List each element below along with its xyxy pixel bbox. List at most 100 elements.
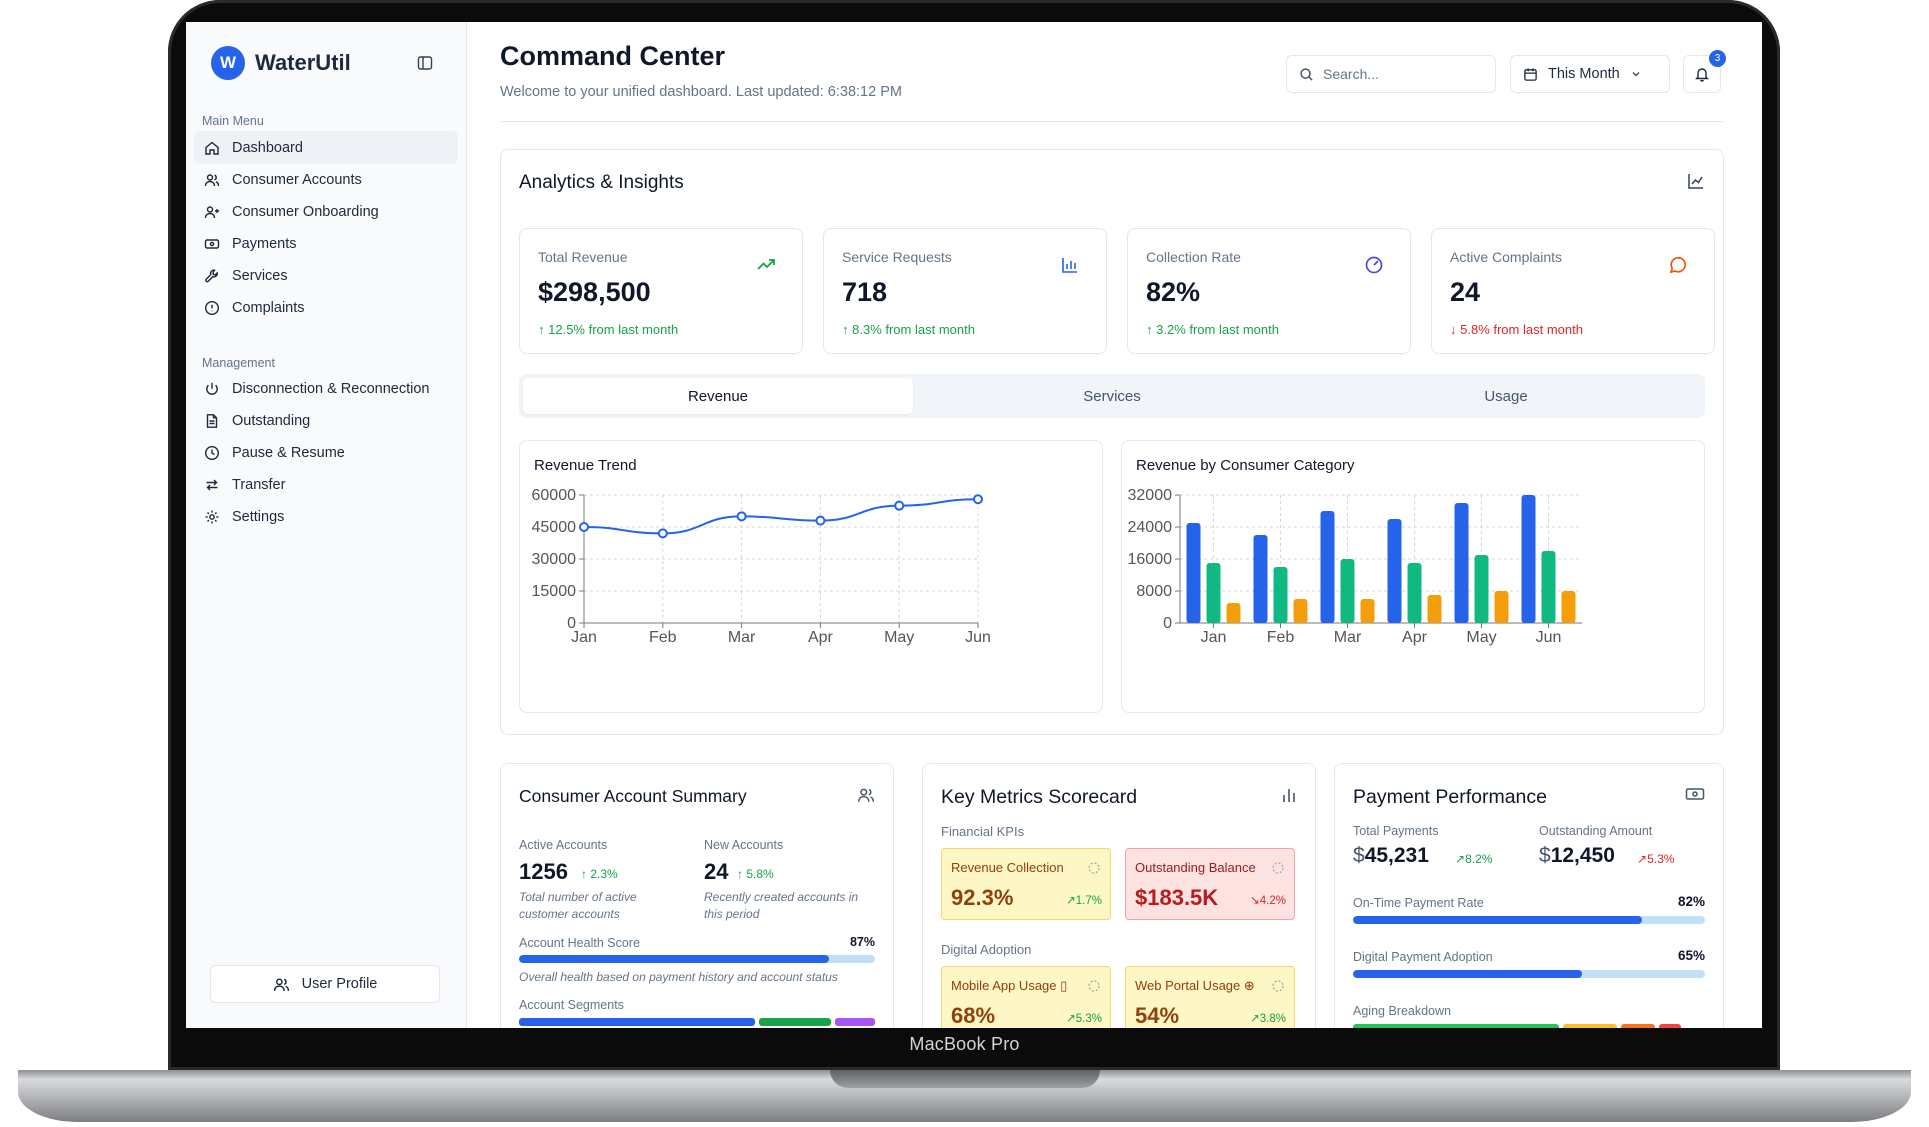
user-profile-label: User Profile: [301, 976, 378, 992]
outstanding-amount-value: $12,450: [1539, 844, 1615, 868]
new-accounts-note: Recently created accounts in this period: [704, 890, 859, 921]
metric-mobile-app-usage[interactable]: Mobile App Usage ▯ 68% ↗5.3%: [941, 966, 1111, 1028]
kpi-value: 82%: [1146, 277, 1201, 307]
total-payments-label: Total Payments: [1353, 824, 1439, 838]
sidebar-item-label: Settings: [232, 508, 285, 525]
health-score-bar: [519, 955, 875, 963]
sidebar-item-label: Transfer: [232, 476, 286, 493]
brand-name: WaterUtil: [255, 50, 351, 75]
bar: [1226, 603, 1241, 623]
bar: [1360, 599, 1375, 623]
search-input[interactable]: Search...: [1286, 55, 1496, 93]
sidebar-toggle-icon[interactable]: [414, 52, 436, 74]
aging-breakdown-label: Aging Breakdown: [1353, 1004, 1451, 1018]
x-tick-label: Apr: [1402, 629, 1428, 646]
metric-web-portal-usage[interactable]: Web Portal Usage ⊕ 54% ↗3.8%: [1125, 966, 1295, 1028]
metric-outstanding-balance[interactable]: Outstanding Balance $183.5K ↘4.2%: [1125, 848, 1295, 920]
aging-segment: [1659, 1024, 1681, 1028]
sidebar-item-consumer-accounts[interactable]: Consumer Accounts: [194, 163, 458, 196]
sidebar-item-disconnection-reconnection[interactable]: Disconnection & Reconnection: [194, 372, 458, 405]
bar: [1206, 563, 1221, 623]
revenue-trend-chart: Revenue Trend 0 15000 30000 45000 60000 Jan Fe…: [519, 440, 1103, 713]
chevron-down-icon: [1632, 71, 1640, 77]
metric-label: Outstanding Balance: [1135, 860, 1256, 875]
y-tick-label: 15000: [532, 583, 577, 600]
period-value: This Month: [1548, 66, 1620, 82]
gear-icon: [205, 510, 219, 523]
calendar-icon: [1524, 67, 1537, 81]
change-text: 1.7%: [1075, 895, 1102, 907]
sidebar-item-consumer-onboarding[interactable]: Consumer Onboarding: [194, 195, 458, 228]
bar: [1454, 503, 1469, 623]
home-icon: [205, 141, 219, 155]
change-text: 8.2%: [1465, 852, 1493, 866]
segment-bar-industrial: [835, 1018, 875, 1026]
bar-chart-icon: [1281, 786, 1297, 809]
management-heading: Management: [202, 356, 275, 370]
ontime-rate-pct: 82%: [1677, 894, 1705, 909]
metric-revenue-collection[interactable]: Revenue Collection 92.3% ↗1.7%: [941, 848, 1111, 920]
kpi-card-total-revenue[interactable]: Total Revenue $298,500 ↑ 12.5% from last…: [519, 228, 803, 354]
data-point: [815, 515, 826, 526]
sidebar-item-payments[interactable]: Payments: [194, 227, 458, 260]
sidebar-item-pause-resume[interactable]: Pause & Resume: [194, 436, 458, 469]
y-tick-label: 0: [1163, 615, 1172, 632]
bar-chart-icon: [1060, 255, 1080, 280]
bar: [1474, 555, 1489, 623]
outstanding-amount-change: ↗5.3%: [1637, 852, 1675, 866]
kpi-card-active-complaints[interactable]: Active Complaints 24 ↓ 5.8% from last mo…: [1431, 228, 1715, 354]
notifications-button[interactable]: 3: [1683, 50, 1726, 93]
line-chart-svg: 0 15000 30000 45000 60000 Jan Feb Mar Apr May Jun: [532, 487, 991, 646]
analytics-tabs: Revenue Services Usage: [519, 374, 1705, 418]
sidebar-item-settings[interactable]: Settings: [194, 500, 458, 533]
message-circle-icon: [1668, 255, 1688, 280]
smartphone-icon: ▯: [1060, 978, 1068, 993]
page-subtitle: Welcome to your unified dashboard. Last …: [500, 84, 902, 100]
account-segments-label: Account Segments: [519, 998, 624, 1012]
total-payments-change: ↗8.2%: [1455, 852, 1493, 866]
sidebar-item-label: Services: [232, 267, 288, 284]
transfer-arrows-icon: [206, 479, 218, 490]
user-icon: [273, 977, 289, 991]
x-tick-label: Feb: [649, 629, 677, 646]
tab-services[interactable]: Services: [1083, 387, 1141, 405]
line-chart-icon[interactable]: [1687, 172, 1705, 195]
sidebar-item-dashboard[interactable]: Dashboard: [194, 131, 458, 164]
tab-revenue[interactable]: Revenue: [523, 378, 913, 414]
chart-title: Revenue by Consumer Category: [1136, 457, 1355, 474]
laptop-notch: [830, 1070, 1100, 1088]
sidebar-item-label: Outstanding: [232, 412, 311, 429]
bar: [1521, 495, 1536, 623]
currency-symbol: $: [1539, 844, 1551, 867]
sidebar-item-services[interactable]: Services: [194, 259, 458, 292]
kpi-card-collection-rate[interactable]: Collection Rate 82% ↑ 3.2% from last mon…: [1127, 228, 1411, 354]
bar: [1387, 519, 1402, 623]
header-divider: [500, 121, 1724, 122]
digital-adoption-label: Digital Adoption: [941, 942, 1032, 957]
banknote-icon: [204, 238, 220, 249]
sidebar-item-complaints[interactable]: Complaints: [194, 291, 458, 324]
metric-label-text: Mobile App Usage: [951, 978, 1057, 993]
sidebar-item-label: Complaints: [232, 299, 305, 316]
brand[interactable]: W WaterUtil: [211, 46, 351, 80]
sidebar-item-transfer[interactable]: Transfer: [194, 468, 458, 501]
x-tick-label: Jan: [1201, 629, 1227, 646]
sidebar-item-label: Pause & Resume: [232, 444, 345, 461]
search-icon: [1300, 67, 1313, 81]
kpi-change-text: 5.8% from last month: [1460, 322, 1583, 337]
user-profile-button[interactable]: User Profile: [210, 965, 440, 1003]
kpi-card-service-requests[interactable]: Service Requests 718 ↑ 8.3% from last mo…: [823, 228, 1107, 354]
kpi-label: Collection Rate: [1146, 249, 1241, 265]
kpi-change-text: 12.5% from last month: [548, 322, 679, 337]
sidebar-item-outstanding[interactable]: Outstanding: [194, 404, 458, 437]
new-accounts-label: New Accounts: [704, 838, 784, 852]
users-icon: [857, 786, 875, 809]
metric-value: 54%: [1135, 1003, 1180, 1028]
y-tick-label: 30000: [532, 551, 577, 568]
active-accounts-note: Total number of active customer accounts: [519, 890, 637, 921]
y-tick-label: 16000: [1128, 551, 1173, 568]
metric-label: Web Portal Usage ⊕: [1135, 978, 1255, 994]
tab-usage[interactable]: Usage: [1484, 387, 1528, 405]
period-select[interactable]: This Month: [1510, 55, 1670, 93]
gauge-icon: [1364, 255, 1384, 280]
